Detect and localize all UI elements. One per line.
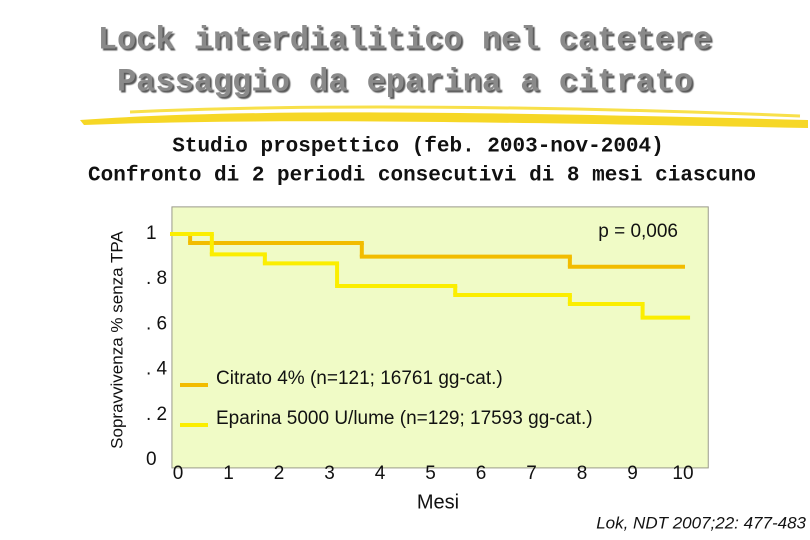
y-tick-label: . 4: [146, 359, 168, 380]
subtitle-line: Studio prospettico (feb. 2003-nov-2004): [172, 136, 663, 159]
y-tick-label: . 2: [146, 404, 167, 425]
title-line: Lock interdialitico nel catetere: [98, 21, 713, 58]
x-tick-label: 4: [375, 463, 386, 484]
x-tick-label: 5: [425, 463, 436, 484]
y-tick-label: 0: [146, 449, 157, 470]
x-axis-label: Mesi: [417, 491, 459, 513]
x-tick-label: 2: [274, 463, 285, 484]
y-tick-label: . 6: [146, 313, 167, 334]
annotation: p = 0,006: [598, 221, 678, 242]
brush-stroke: [129, 105, 801, 118]
y-axis-label: Sopravvivenza % senza TPA: [107, 231, 126, 449]
x-tick-label: 1: [223, 463, 234, 484]
x-tick-label: 6: [476, 463, 487, 484]
x-tick-label: 3: [324, 463, 335, 484]
subtitle-line: Confronto di 2 periodi consecutivi di 8 …: [88, 165, 756, 188]
x-tick-label: 10: [672, 463, 693, 484]
brush-stroke: [80, 112, 808, 128]
title-line: Passaggio da eparina a citrato: [117, 63, 693, 100]
source: Lok, NDT 2007;22: 477-483: [596, 513, 806, 532]
y-tick-label: 1: [146, 223, 157, 244]
plot-area: [171, 206, 709, 469]
legend-label: Citrato 4% (n=121; 16761 gg-cat.): [216, 368, 503, 389]
y-tick-label: . 8: [146, 268, 167, 289]
x-tick-label: 8: [577, 463, 588, 484]
x-tick-label: 7: [526, 463, 537, 484]
x-tick-label: 0: [173, 463, 184, 484]
x-tick-label: 9: [627, 463, 638, 484]
legend-label: Eparina 5000 U/lume (n=129; 17593 gg-cat…: [216, 408, 593, 429]
